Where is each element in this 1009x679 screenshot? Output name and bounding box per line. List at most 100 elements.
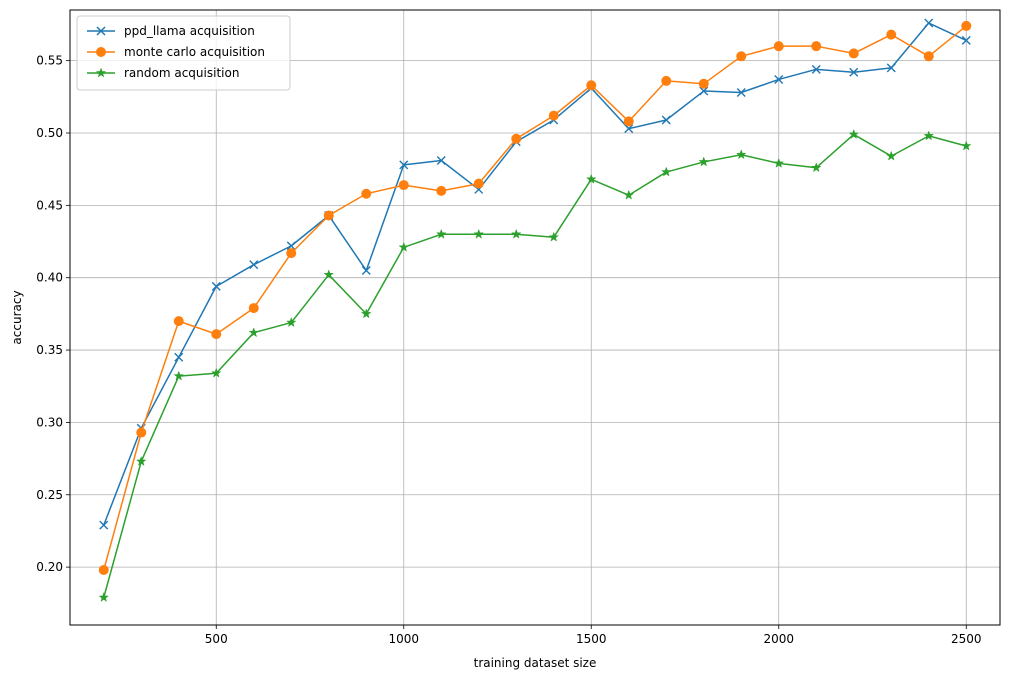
data-point — [323, 210, 334, 221]
legend-label: monte carlo acquisition — [124, 45, 265, 59]
legend-marker — [95, 67, 107, 78]
data-point — [660, 166, 672, 177]
series-line — [103, 22, 967, 526]
y-tick-label: 0.25 — [36, 488, 63, 502]
x-tick-label: 2000 — [763, 632, 794, 646]
data-point — [886, 63, 896, 73]
data-point — [585, 173, 597, 184]
marker-stroke — [849, 67, 859, 77]
series-2 — [98, 128, 972, 603]
data-point — [623, 189, 635, 200]
data-point — [510, 228, 522, 239]
data-point — [135, 455, 147, 466]
data-point — [323, 269, 335, 280]
y-tick-label: 0.35 — [36, 343, 63, 357]
legend-marker — [96, 47, 106, 57]
data-point — [586, 80, 597, 91]
x-tick-label: 2500 — [951, 632, 982, 646]
data-point — [773, 41, 784, 52]
series-line — [103, 133, 967, 598]
legend-entry: ppd_llama acquisition — [87, 24, 255, 38]
data-point — [924, 18, 934, 28]
marker-stroke — [174, 352, 184, 362]
data-point — [473, 178, 484, 189]
data-point — [248, 327, 260, 338]
legend-entry: monte carlo acquisition — [87, 45, 265, 59]
data-point — [360, 308, 372, 319]
data-point — [286, 248, 297, 259]
y-tick-label: 0.20 — [36, 560, 63, 574]
marker-stroke — [96, 26, 106, 36]
legend-label: random acquisition — [124, 66, 239, 80]
data-point — [848, 48, 859, 59]
legend-label: ppd_llama acquisition — [124, 24, 255, 38]
data-point — [810, 162, 822, 173]
y-tick-label: 0.55 — [36, 54, 63, 68]
marker-stroke — [436, 155, 446, 165]
x-tick-label: 500 — [205, 632, 228, 646]
data-point — [511, 133, 522, 144]
data-point — [398, 180, 409, 191]
marker-stroke — [399, 160, 409, 170]
y-tick-label: 0.30 — [36, 415, 63, 429]
data-point — [736, 51, 747, 62]
legend-marker — [96, 26, 106, 36]
data-point — [735, 149, 747, 160]
data-point — [885, 150, 897, 161]
legend: ppd_llama acquisition monte carlo acquisi… — [76, 15, 291, 91]
data-point — [661, 75, 672, 86]
marker-stroke — [286, 241, 296, 251]
series-line — [103, 25, 967, 571]
data-point — [136, 427, 147, 438]
data-point — [249, 260, 259, 270]
data-point — [886, 29, 897, 40]
data-point — [624, 124, 634, 134]
data-point — [248, 303, 259, 314]
data-point — [286, 241, 296, 251]
data-point — [98, 565, 109, 576]
data-point — [435, 228, 447, 239]
data-point — [173, 316, 184, 327]
y-axis-label: accuracy — [10, 290, 24, 344]
marker-stroke — [361, 265, 371, 275]
data-point — [774, 74, 784, 84]
data-point — [211, 281, 221, 291]
marker-stroke — [249, 260, 259, 270]
y-tick-label: 0.50 — [36, 126, 63, 140]
data-point — [99, 520, 109, 530]
data-point — [398, 241, 410, 252]
data-point — [961, 20, 972, 31]
series-layer — [98, 18, 972, 603]
data-point — [548, 231, 560, 242]
axis-ticks: 500 1000 1500 2000 2500 0.20 0.25 0.30 0.35 0.40 0… — [36, 54, 981, 646]
data-point — [285, 316, 297, 328]
marker-stroke — [699, 86, 709, 96]
marker-stroke — [624, 124, 634, 134]
grid — [70, 10, 1000, 625]
data-point — [923, 51, 934, 62]
data-point — [210, 367, 222, 378]
data-point — [173, 370, 185, 381]
data-point — [960, 140, 972, 151]
data-point — [811, 41, 822, 52]
marker-stroke — [886, 63, 896, 73]
data-point — [548, 110, 559, 121]
data-point — [773, 157, 785, 168]
data-point — [98, 591, 110, 603]
data-point — [399, 160, 409, 170]
data-point — [736, 87, 746, 97]
data-point — [361, 188, 372, 199]
y-tick-label: 0.40 — [36, 271, 63, 285]
marker-stroke — [774, 74, 784, 84]
data-point — [661, 115, 671, 125]
marker-stroke — [211, 281, 221, 291]
data-point — [174, 352, 184, 362]
x-tick-label: 1500 — [576, 632, 607, 646]
legend-box — [76, 15, 291, 91]
data-point — [698, 156, 710, 167]
marker-stroke — [961, 35, 971, 45]
data-point — [361, 265, 371, 275]
data-point — [698, 78, 709, 89]
